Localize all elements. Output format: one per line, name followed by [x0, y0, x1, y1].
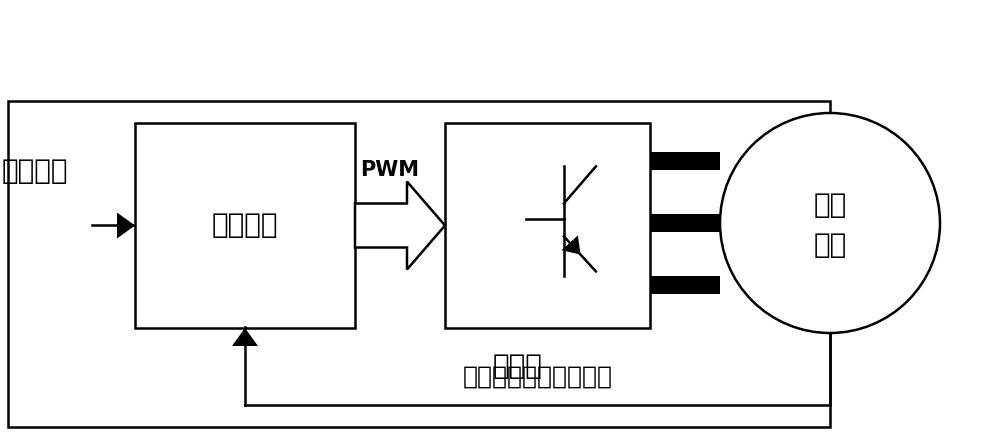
Text: 转速、位置、电流反馈: 转速、位置、电流反馈 [462, 365, 612, 389]
Polygon shape [562, 236, 581, 255]
Polygon shape [355, 181, 445, 269]
Text: 逆变器: 逆变器 [493, 352, 542, 380]
Text: 电机: 电机 [813, 231, 847, 259]
Bar [650, 276, 720, 294]
Text: 永磁: 永磁 [813, 191, 847, 219]
Bar [445, 123, 650, 328]
Text: 转速给定: 转速给定 [2, 156, 68, 184]
Polygon shape [117, 213, 135, 239]
Text: 控制系统: 控制系统 [212, 211, 278, 239]
Bar [650, 152, 720, 170]
Polygon shape [232, 328, 258, 346]
Bar [650, 214, 720, 232]
Text: PWM: PWM [360, 161, 420, 181]
Circle shape [720, 113, 940, 333]
Bar [135, 123, 355, 328]
Bar [8, 101, 830, 427]
